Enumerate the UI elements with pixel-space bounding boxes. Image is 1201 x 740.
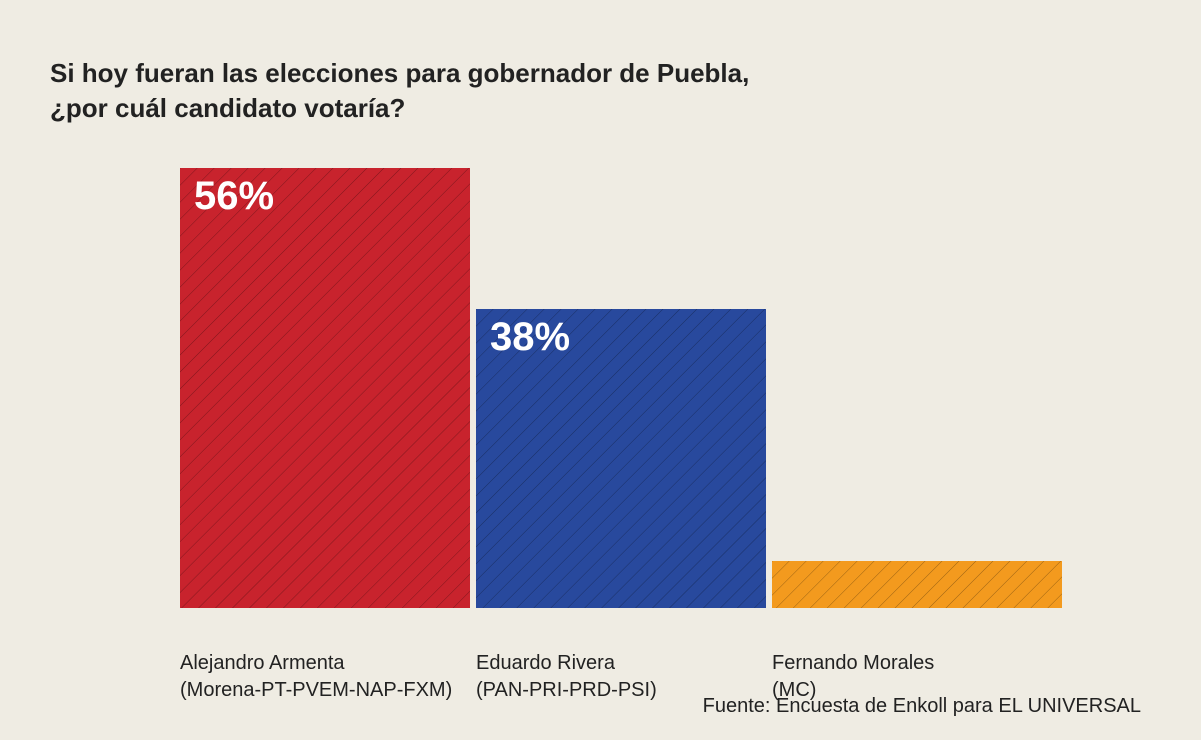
bar-value-label: 56% (194, 174, 274, 219)
bar-column: 56% (180, 168, 470, 608)
source-note: Fuente: Encuesta de Enkoll para EL UNIVE… (703, 695, 1141, 718)
chart-title: Si hoy fueran las elecciones para gobern… (50, 56, 1151, 126)
bar-morales: 6% (772, 561, 1062, 608)
chart-plot-area: 56% 38% 6% (180, 168, 1130, 608)
candidate-name: Fernando Morales (772, 650, 1062, 677)
candidate-name: Eduardo Rivera (476, 650, 766, 677)
chart-canvas: Si hoy fueran las elecciones para gobern… (0, 0, 1201, 740)
bar-rivera: 38% (476, 309, 766, 608)
title-line-2: ¿por cuál candidato votaría? (50, 93, 405, 123)
category-label: Alejandro Armenta (Morena-PT-PVEM-NAP-FX… (180, 642, 470, 704)
title-line-1: Si hoy fueran las elecciones para gobern… (50, 58, 749, 88)
bar-value-label: 38% (490, 315, 570, 360)
bar-armenta: 56% (180, 168, 470, 608)
hatch-fill (772, 561, 1062, 608)
bar-column: 6% (772, 561, 1062, 608)
hatch-fill (180, 168, 470, 608)
bar-column: 38% (476, 309, 766, 608)
candidate-party: (Morena-PT-PVEM-NAP-FXM) (180, 677, 470, 704)
candidate-name: Alejandro Armenta (180, 650, 470, 677)
